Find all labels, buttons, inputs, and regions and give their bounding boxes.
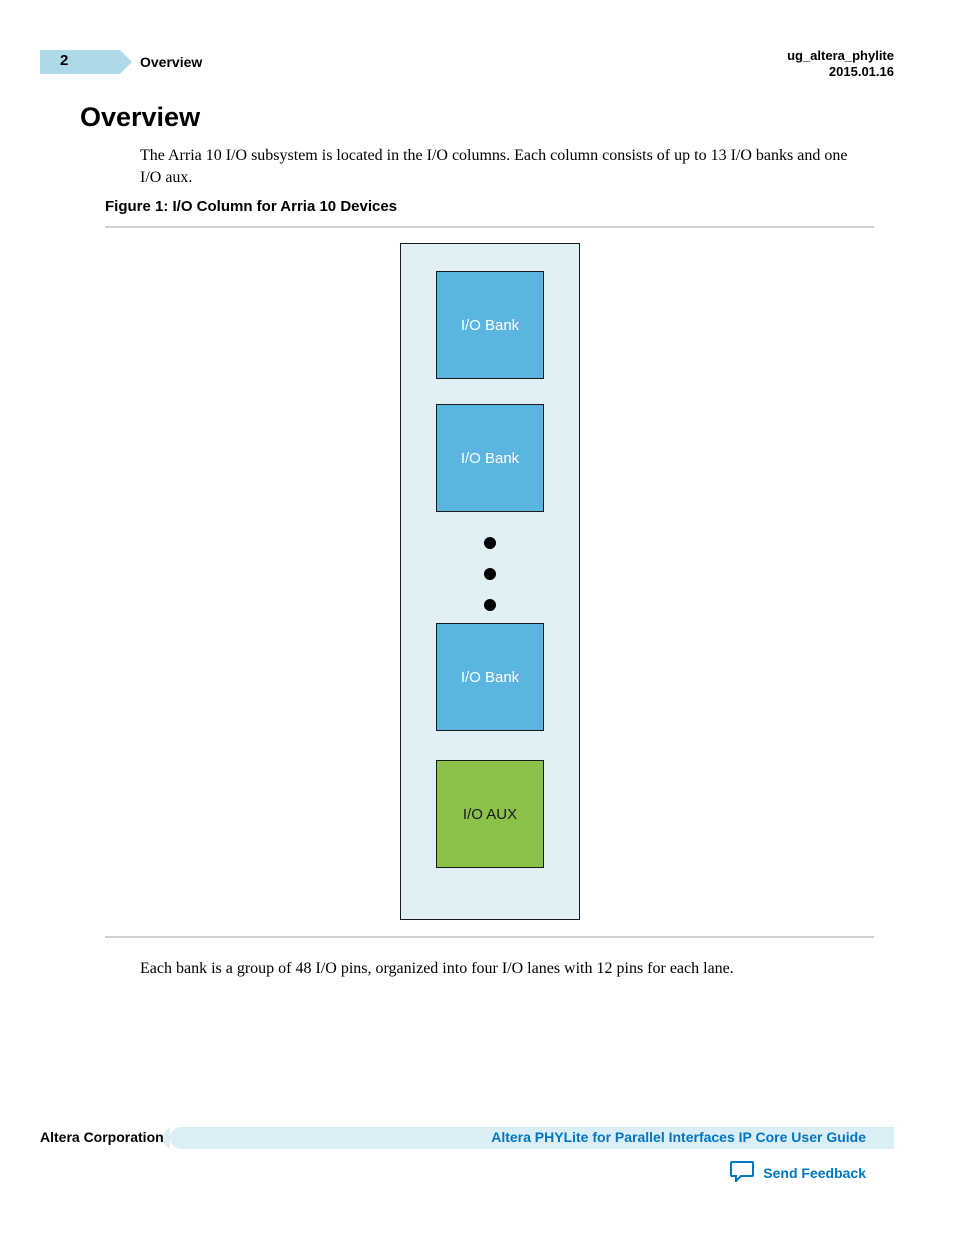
- footer-doc-link[interactable]: Altera PHYLite for Parallel Interfaces I…: [491, 1129, 866, 1145]
- post-figure-paragraph: Each bank is a group of 48 I/O pins, org…: [140, 958, 859, 980]
- page-header: 2 Overview ug_altera_phylite 2015.01.16: [0, 40, 954, 80]
- io-aux-box: I/O AUX: [436, 760, 544, 868]
- io-bank-box: I/O Bank: [436, 623, 544, 731]
- figure-rule-top: [105, 226, 874, 228]
- figure-rule-bottom: [105, 936, 874, 938]
- header-section-title: Overview: [140, 54, 202, 70]
- io-bank-label: I/O Bank: [461, 669, 519, 686]
- io-aux-label: I/O AUX: [463, 806, 517, 823]
- figure-caption: Figure 1: I/O Column for Arria 10 Device…: [105, 198, 397, 215]
- ellipsis-dot: [484, 599, 496, 611]
- ellipsis-dot: [484, 537, 496, 549]
- footer-corporation: Altera Corporation: [40, 1129, 164, 1145]
- page-number-tab: [40, 50, 120, 74]
- io-bank-label: I/O Bank: [461, 450, 519, 467]
- io-bank-label: I/O Bank: [461, 317, 519, 334]
- intro-paragraph: The Arria 10 I/O subsystem is located in…: [140, 145, 859, 188]
- speech-bubble-icon: [729, 1160, 755, 1185]
- doc-date: 2015.01.16: [787, 64, 894, 80]
- doc-id: ug_altera_phylite: [787, 48, 894, 64]
- ellipsis-dot: [484, 568, 496, 580]
- io-bank-box: I/O Bank: [436, 271, 544, 379]
- io-column-diagram: I/O Bank I/O Bank I/O Bank I/O AUX: [400, 243, 580, 920]
- send-feedback-label: Send Feedback: [763, 1165, 866, 1181]
- send-feedback-link[interactable]: Send Feedback: [729, 1160, 866, 1185]
- header-meta: ug_altera_phylite 2015.01.16: [787, 48, 894, 81]
- page-number: 2: [60, 52, 68, 69]
- io-bank-box: I/O Bank: [436, 404, 544, 512]
- page-title: Overview: [80, 102, 200, 133]
